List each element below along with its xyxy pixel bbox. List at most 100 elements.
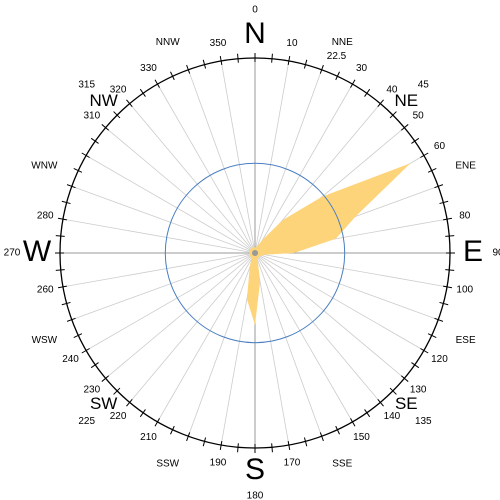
degree-label: 80	[459, 211, 471, 222]
tick	[170, 71, 175, 81]
center-dot	[252, 250, 258, 256]
degree-label: 140	[384, 411, 401, 422]
degree-label: 60	[434, 141, 446, 152]
tick	[90, 137, 99, 144]
degree-label: 180	[247, 491, 264, 500]
tick	[61, 200, 71, 205]
tick	[364, 88, 371, 97]
degree-label: 150	[353, 432, 370, 443]
tick	[186, 432, 191, 442]
spoke	[105, 252, 256, 379]
tick	[287, 55, 291, 65]
degree-label: 220	[110, 411, 127, 422]
tick	[434, 317, 444, 322]
compass-label: W	[23, 235, 52, 268]
degree-label: 0	[252, 5, 258, 16]
spoke	[157, 83, 256, 254]
tick	[303, 437, 308, 447]
degree-label: 45	[418, 79, 430, 90]
degree-label: 260	[37, 285, 54, 296]
tick	[170, 425, 175, 435]
spoke	[254, 252, 323, 437]
spoke	[254, 252, 405, 379]
tick	[66, 184, 76, 189]
degree-label: 310	[83, 111, 100, 122]
wind-area	[246, 163, 411, 326]
tick	[57, 217, 67, 221]
spoke	[71, 185, 256, 254]
tick	[389, 387, 397, 395]
compass-label: WNW	[31, 160, 58, 171]
compass-label: N	[244, 17, 266, 50]
degree-label: 120	[431, 354, 448, 365]
tick	[445, 235, 455, 237]
tick	[237, 53, 239, 63]
tick	[377, 99, 384, 108]
tick	[202, 437, 207, 447]
tick	[319, 64, 324, 74]
tick	[350, 418, 356, 427]
degree-label: 320	[110, 84, 127, 95]
degree-label: 240	[62, 354, 79, 365]
spoke	[254, 252, 448, 288]
spoke	[187, 69, 256, 254]
tick	[113, 387, 121, 395]
degree-label: 135	[415, 416, 432, 427]
degree-label: 270	[4, 248, 21, 259]
tick	[400, 124, 409, 131]
degree-label: 330	[140, 63, 157, 74]
spoke	[85, 155, 256, 254]
spoke	[62, 252, 256, 288]
degree-label: 190	[210, 457, 227, 468]
spoke	[187, 252, 256, 437]
tick	[66, 317, 76, 322]
spoke	[62, 218, 256, 254]
tick	[443, 217, 453, 221]
tick	[154, 79, 160, 88]
tick	[81, 348, 90, 354]
compass-label: SE	[395, 394, 418, 413]
degree-label: 170	[284, 457, 301, 468]
tick	[139, 409, 146, 418]
degree-label: 130	[410, 385, 427, 396]
tick	[400, 375, 409, 382]
tick	[427, 333, 437, 338]
tick	[335, 425, 340, 435]
spoke	[254, 252, 290, 446]
tick	[126, 398, 133, 407]
tick	[219, 441, 223, 451]
degree-label: 315	[78, 79, 95, 90]
compass-label: S	[245, 453, 265, 486]
tick	[73, 168, 83, 173]
tick	[434, 184, 444, 189]
tick	[427, 168, 437, 173]
tick	[443, 285, 453, 289]
tick	[55, 269, 65, 271]
spoke	[254, 83, 353, 254]
spoke	[254, 69, 323, 254]
degree-label: 40	[386, 84, 398, 95]
tick	[186, 64, 191, 74]
tick	[350, 79, 356, 88]
tick	[271, 53, 273, 63]
spoke	[85, 252, 256, 351]
spoke	[157, 252, 256, 423]
spoke	[129, 252, 256, 403]
tick	[61, 301, 71, 306]
tick	[237, 443, 239, 453]
compass-label: ESE	[456, 335, 476, 346]
tick	[377, 398, 384, 407]
compass-label: NE	[395, 91, 419, 110]
tick	[154, 418, 160, 427]
spoke	[254, 252, 353, 423]
tick	[139, 88, 146, 97]
compass-label: ENE	[455, 160, 476, 171]
degree-label: 10	[286, 38, 298, 49]
tick	[202, 59, 207, 69]
tick	[439, 200, 449, 205]
spoke	[129, 103, 256, 254]
tick	[287, 441, 291, 451]
tick	[411, 137, 420, 144]
compass-label: SSW	[156, 458, 179, 469]
